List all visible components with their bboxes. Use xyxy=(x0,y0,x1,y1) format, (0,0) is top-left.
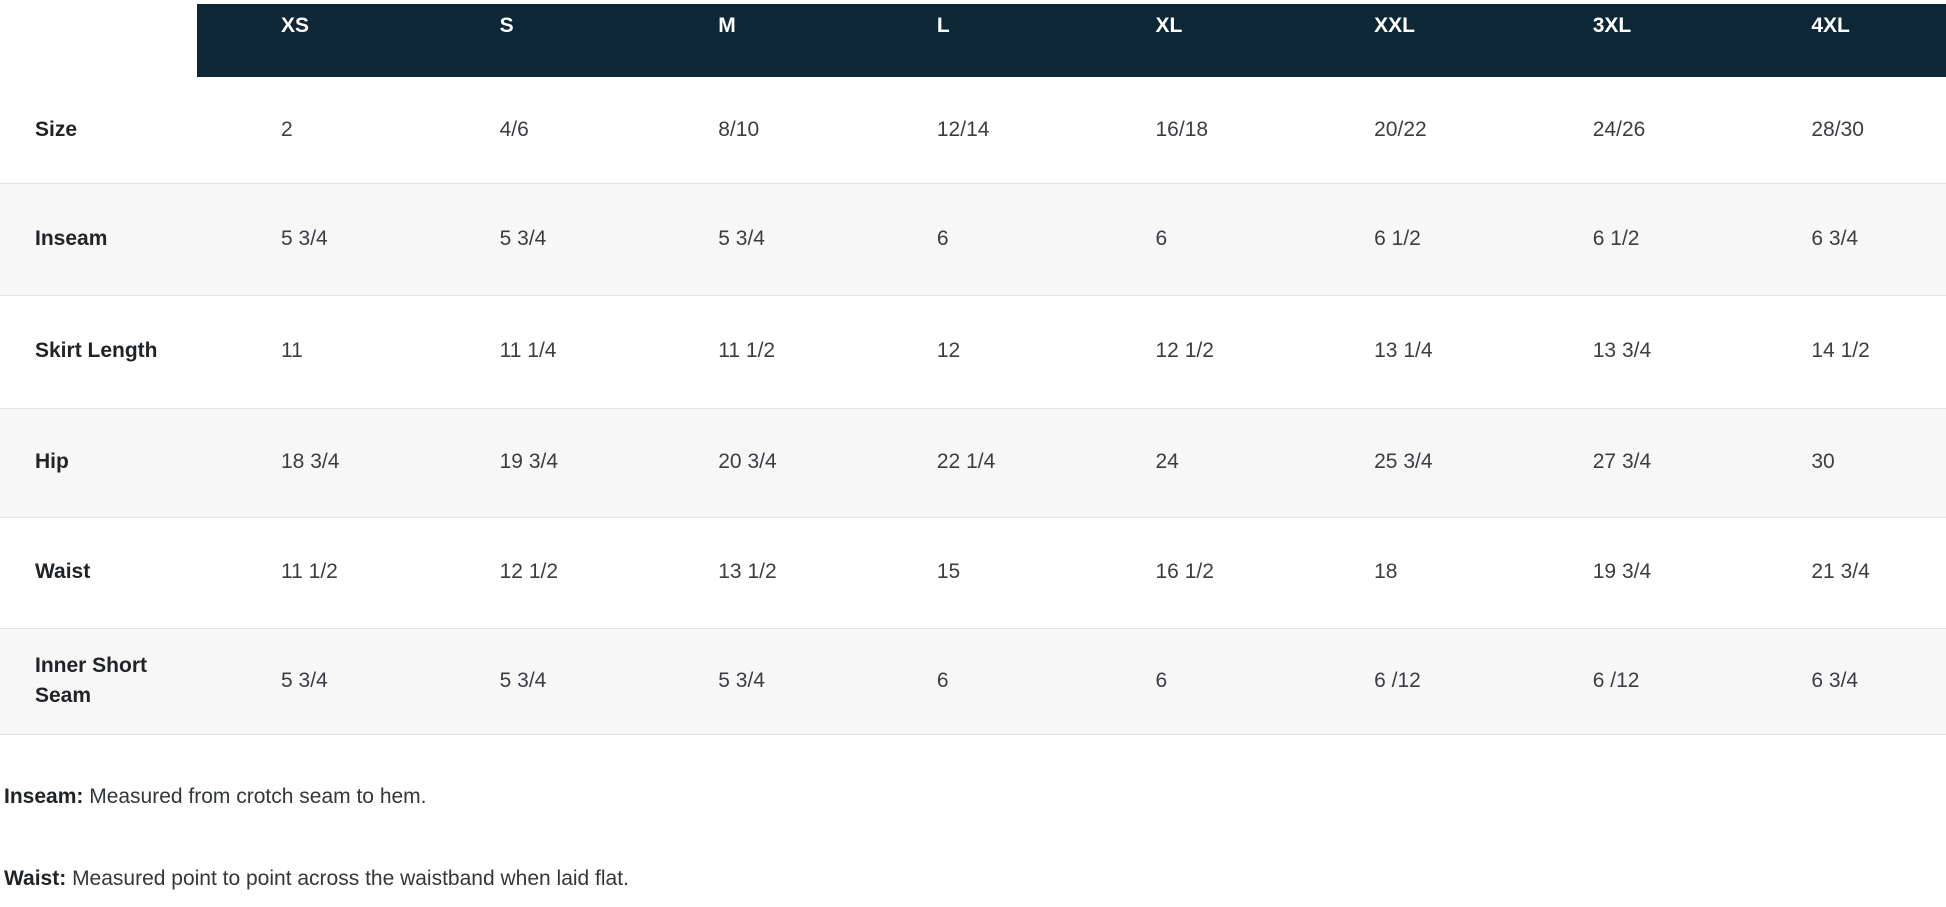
cell-inner-xl: 6 xyxy=(1155,668,1168,692)
cell-inseam-3xl: 6 1/2 xyxy=(1592,226,1640,250)
row-label-size: Size xyxy=(35,117,78,141)
cell-waist-xxl: 18 xyxy=(1374,560,1398,584)
cell-inner-m: 5 3/4 xyxy=(718,668,765,692)
table-row-inner-short-seam: Inner Short Seam 5 3/4 5 3/4 5 3/4 6 6 6… xyxy=(0,628,1946,734)
note-waist-description: Measured point to point across the waist… xyxy=(66,866,629,890)
column-header-s: S xyxy=(415,4,635,77)
cell-hip-3xl: 27 3/4 xyxy=(1592,450,1652,474)
cell-hip-4xl: 30 xyxy=(1811,450,1835,474)
cell-skirt-m: 11 1/2 xyxy=(718,339,776,363)
size-chart-header: XS S M L XL XXL 3XL 4XL xyxy=(0,4,1946,77)
table-row-hip: Hip 18 3/4 19 3/4 20 3/4 22 1/4 24 25 3/… xyxy=(0,408,1946,517)
note-inseam-description: Measured from crotch seam to hem. xyxy=(83,784,427,808)
cell-hip-xs: 18 3/4 xyxy=(281,450,340,474)
cell-inseam-xs: 5 3/4 xyxy=(281,226,328,250)
cell-waist-s: 12 1/2 xyxy=(499,560,559,584)
cell-inseam-s: 5 3/4 xyxy=(499,226,547,250)
column-header-xs: XS xyxy=(197,4,416,77)
row-label-inner-short-seam: Inner Short Seam xyxy=(35,653,148,707)
cell-inseam-l: 6 xyxy=(936,226,949,250)
cell-skirt-l: 12 xyxy=(936,339,961,363)
cell-size-l: 12/14 xyxy=(936,117,990,141)
cell-inner-xs: 5 3/4 xyxy=(281,668,328,692)
note-inseam-term: Inseam: xyxy=(4,784,84,808)
cell-skirt-xs: 11 xyxy=(281,339,303,363)
cell-size-xl: 16/18 xyxy=(1155,117,1209,141)
cell-inner-xxl: 6 /12 xyxy=(1374,668,1421,692)
cell-waist-4xl: 21 3/4 xyxy=(1811,560,1870,584)
cell-inner-4xl: 6 3/4 xyxy=(1811,668,1859,692)
cell-skirt-3xl: 13 3/4 xyxy=(1592,339,1652,363)
cell-inseam-4xl: 6 3/4 xyxy=(1811,226,1859,250)
cell-hip-xl: 24 xyxy=(1155,450,1179,474)
measurement-notes: Inseam: Measured from crotch seam to hem… xyxy=(0,782,1946,894)
cell-size-4xl: 28/30 xyxy=(1811,117,1864,141)
cell-inner-3xl: 6 /12 xyxy=(1592,668,1640,692)
cell-size-3xl: 24/26 xyxy=(1592,117,1646,141)
cell-inseam-xxl: 6 1/2 xyxy=(1374,226,1421,250)
cell-inseam-m: 5 3/4 xyxy=(718,226,765,250)
cell-hip-s: 19 3/4 xyxy=(499,450,559,474)
size-chart-table: XS S M L XL XXL 3XL 4XL Size 2 4/6 8/10 … xyxy=(0,4,1946,735)
table-row-waist: Waist 11 1/2 12 1/2 13 1/2 15 16 1/2 18 … xyxy=(0,517,1946,628)
cell-inseam-xl: 6 xyxy=(1155,226,1168,250)
cell-skirt-xl: 12 1/2 xyxy=(1155,339,1214,363)
column-header-xxl: XXL xyxy=(1290,4,1509,77)
cell-waist-xs: 11 1/2 xyxy=(281,560,338,584)
row-label-hip: Hip xyxy=(35,450,69,474)
cell-waist-m: 13 1/2 xyxy=(718,560,777,584)
column-header-m: M xyxy=(634,4,853,77)
note-inseam: Inseam: Measured from crotch seam to hem… xyxy=(4,782,1946,812)
cell-hip-m: 20 3/4 xyxy=(718,450,777,474)
table-row-size: Size 2 4/6 8/10 12/14 16/18 20/22 24/26 … xyxy=(0,77,1946,183)
row-label-inseam: Inseam xyxy=(35,226,108,250)
column-header-xl: XL xyxy=(1071,4,1291,77)
cell-hip-xxl: 25 3/4 xyxy=(1374,450,1433,474)
column-header-4xl: 4XL xyxy=(1727,4,1946,77)
cell-skirt-s: 11 1/4 xyxy=(499,339,557,363)
cell-waist-3xl: 19 3/4 xyxy=(1592,560,1652,584)
cell-skirt-xxl: 13 1/4 xyxy=(1374,339,1433,363)
cell-inner-s: 5 3/4 xyxy=(499,668,547,692)
cell-waist-xl: 16 1/2 xyxy=(1155,560,1214,584)
row-label-waist: Waist xyxy=(35,560,91,584)
cell-size-xxl: 20/22 xyxy=(1374,117,1427,141)
cell-inner-l: 6 xyxy=(936,668,949,692)
cell-waist-l: 15 xyxy=(936,560,961,584)
table-row-skirt-length: Skirt Length 11 11 1/4 11 1/2 12 12 1/2 … xyxy=(0,295,1946,408)
row-label-skirt-length: Skirt Length xyxy=(35,339,158,363)
table-row-inseam: Inseam 5 3/4 5 3/4 5 3/4 6 6 6 1/2 6 1/2… xyxy=(0,183,1946,295)
cell-skirt-4xl: 14 1/2 xyxy=(1811,339,1870,363)
note-waist-term: Waist: xyxy=(4,866,67,890)
cell-hip-l: 22 1/4 xyxy=(936,450,996,474)
cell-size-m: 8/10 xyxy=(718,117,760,141)
header-corner-cell xyxy=(0,4,197,77)
cell-size-xs: 2 xyxy=(281,117,293,141)
column-header-3xl: 3XL xyxy=(1508,4,1728,77)
column-header-l: L xyxy=(852,4,1072,77)
cell-size-s: 4/6 xyxy=(499,117,529,141)
note-waist: Waist: Measured point to point across th… xyxy=(4,864,1946,894)
header-row: XS S M L XL XXL 3XL 4XL xyxy=(0,4,1946,77)
